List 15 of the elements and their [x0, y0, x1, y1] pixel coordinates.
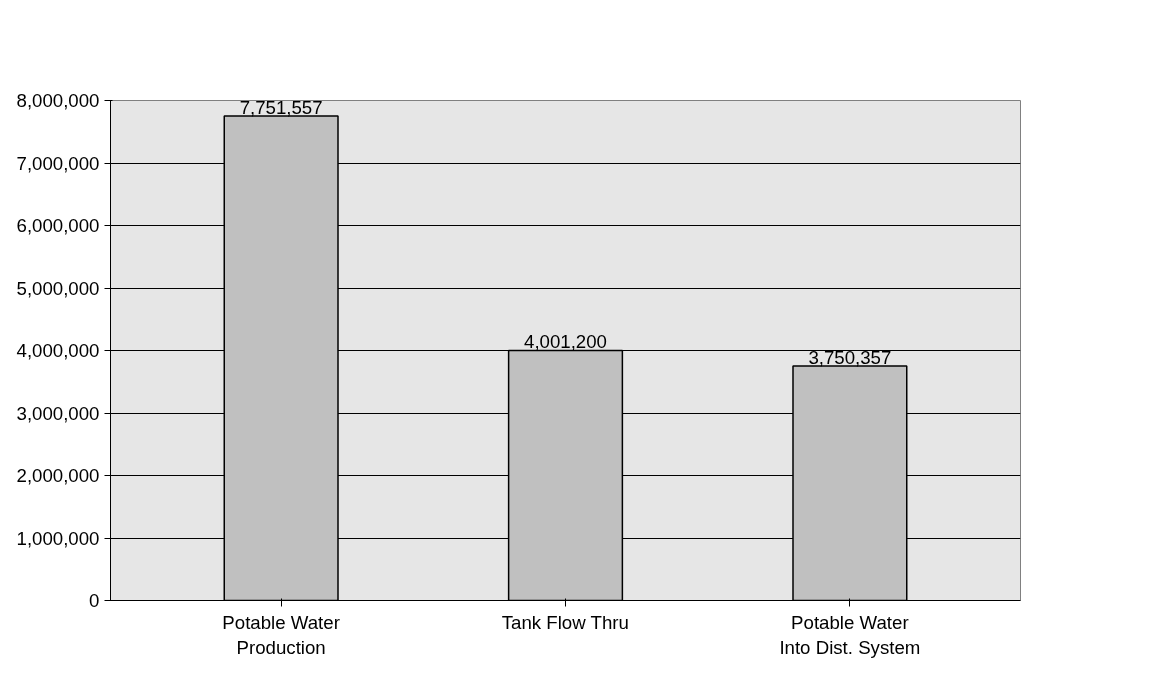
y-tick-label: 7,000,000 — [16, 152, 100, 174]
y-tick-label: 5,000,000 — [16, 277, 100, 299]
y-tick-label: 4,000,000 — [16, 340, 100, 361]
x-tick-label: Tank Flow Thru — [501, 611, 629, 633]
data-label: 7,751,557 — [239, 97, 323, 119]
y-tick-label: 6,000,000 — [16, 215, 100, 236]
y-tick-label: 1,000,000 — [16, 527, 100, 549]
y-tick-label: 3,000,000 — [16, 402, 100, 424]
data-label: 3,750,357 — [808, 347, 892, 369]
y-tick-label: 2,000,000 — [16, 465, 100, 486]
y-tick-label: 0 — [89, 590, 100, 611]
x-tick-label: Potable Water Production — [222, 611, 340, 658]
x-tick-label: Potable Water Into Dist. System — [779, 611, 921, 658]
data-label: 4,001,200 — [524, 331, 607, 353]
y-tick-label: 8,000,000 — [16, 90, 100, 111]
